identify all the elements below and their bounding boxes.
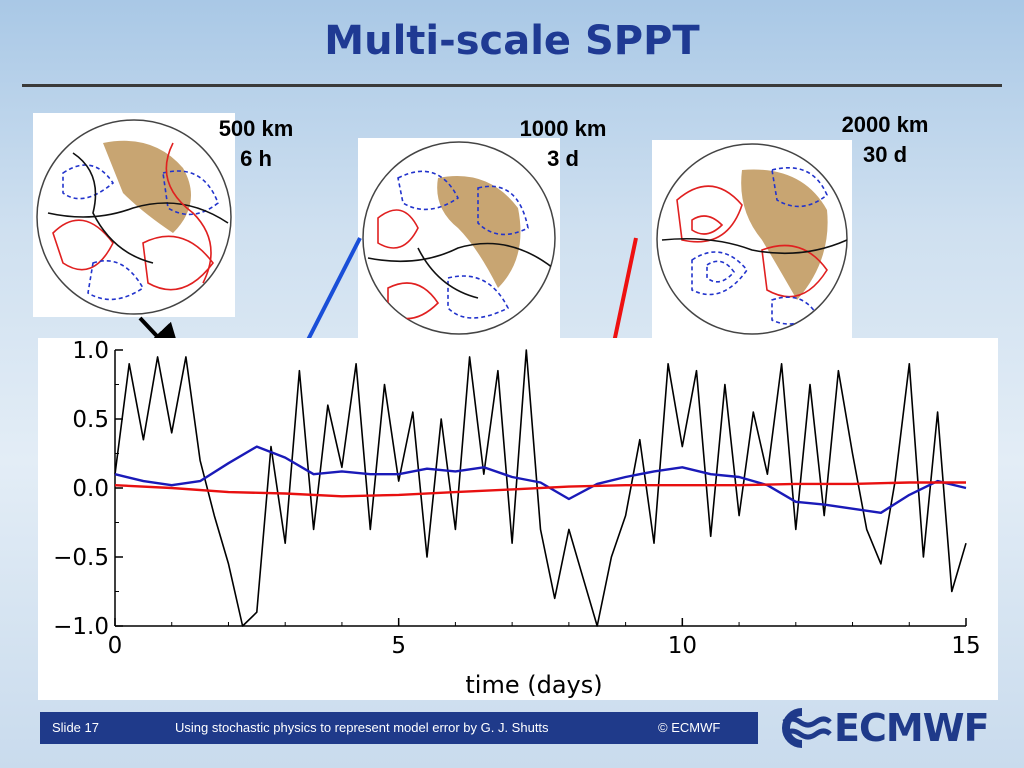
x-axis-label: time (days) <box>465 671 602 699</box>
globe-500km <box>33 113 235 317</box>
x-tick-label: 0 <box>108 633 123 659</box>
globe-1000km <box>358 138 560 338</box>
globe-1000km-map <box>362 141 556 335</box>
y-tick-label: −1.0 <box>53 614 109 640</box>
time-series-chart: 1.0 0.5 0.0 −0.5 −1.00 5 10 15 time (days) <box>38 338 998 700</box>
ecmwf-logo-icon <box>782 708 832 748</box>
y-tick-label: 1.0 <box>72 338 109 364</box>
series-line-2 <box>114 481 966 498</box>
chart-background <box>38 338 998 700</box>
y-tick-label: 0.5 <box>72 407 109 433</box>
series-line-1 <box>114 445 967 515</box>
globe-2000km <box>652 140 852 338</box>
globe-1000km-scale: 1000 km <box>519 116 607 141</box>
slide-number: Slide 17 <box>52 720 99 735</box>
globe-1000km-time: 3 d <box>547 146 579 171</box>
globe-2000km-scale: 2000 km <box>841 112 929 137</box>
globe-2000km-caption: 2000 km 30 d <box>815 110 955 170</box>
globe-2000km-time: 30 d <box>862 142 908 167</box>
footer-bar: Slide 17 Using stochastic physics to rep… <box>40 712 758 744</box>
x-tick-label: 10 <box>668 633 697 659</box>
ecmwf-logo-text: ECMWF <box>834 706 990 750</box>
globe-500km-map <box>36 119 232 315</box>
globe-500km-scale: 500 km <box>218 116 294 141</box>
globe-500km-caption: 500 km 6 h <box>196 114 316 174</box>
ecmwf-logo: ECMWF <box>772 706 992 750</box>
slide-title: Multi-scale SPPT <box>324 18 700 64</box>
series-line-0 <box>114 349 967 627</box>
globe-2000km-map <box>656 143 848 335</box>
globe-1000km-caption: 1000 km 3 d <box>498 114 628 174</box>
x-tick-label: 5 <box>391 633 406 659</box>
y-tick-label: 0.0 <box>72 476 109 502</box>
globe-500km-time: 6 h <box>240 146 272 171</box>
x-tick-label: 15 <box>951 633 980 659</box>
footer-copyright: © ECMWF <box>658 720 721 735</box>
title-rule <box>22 84 1002 87</box>
footer-subtitle: Using stochastic physics to represent mo… <box>175 720 549 735</box>
y-tick-label: −0.5 <box>53 545 109 571</box>
